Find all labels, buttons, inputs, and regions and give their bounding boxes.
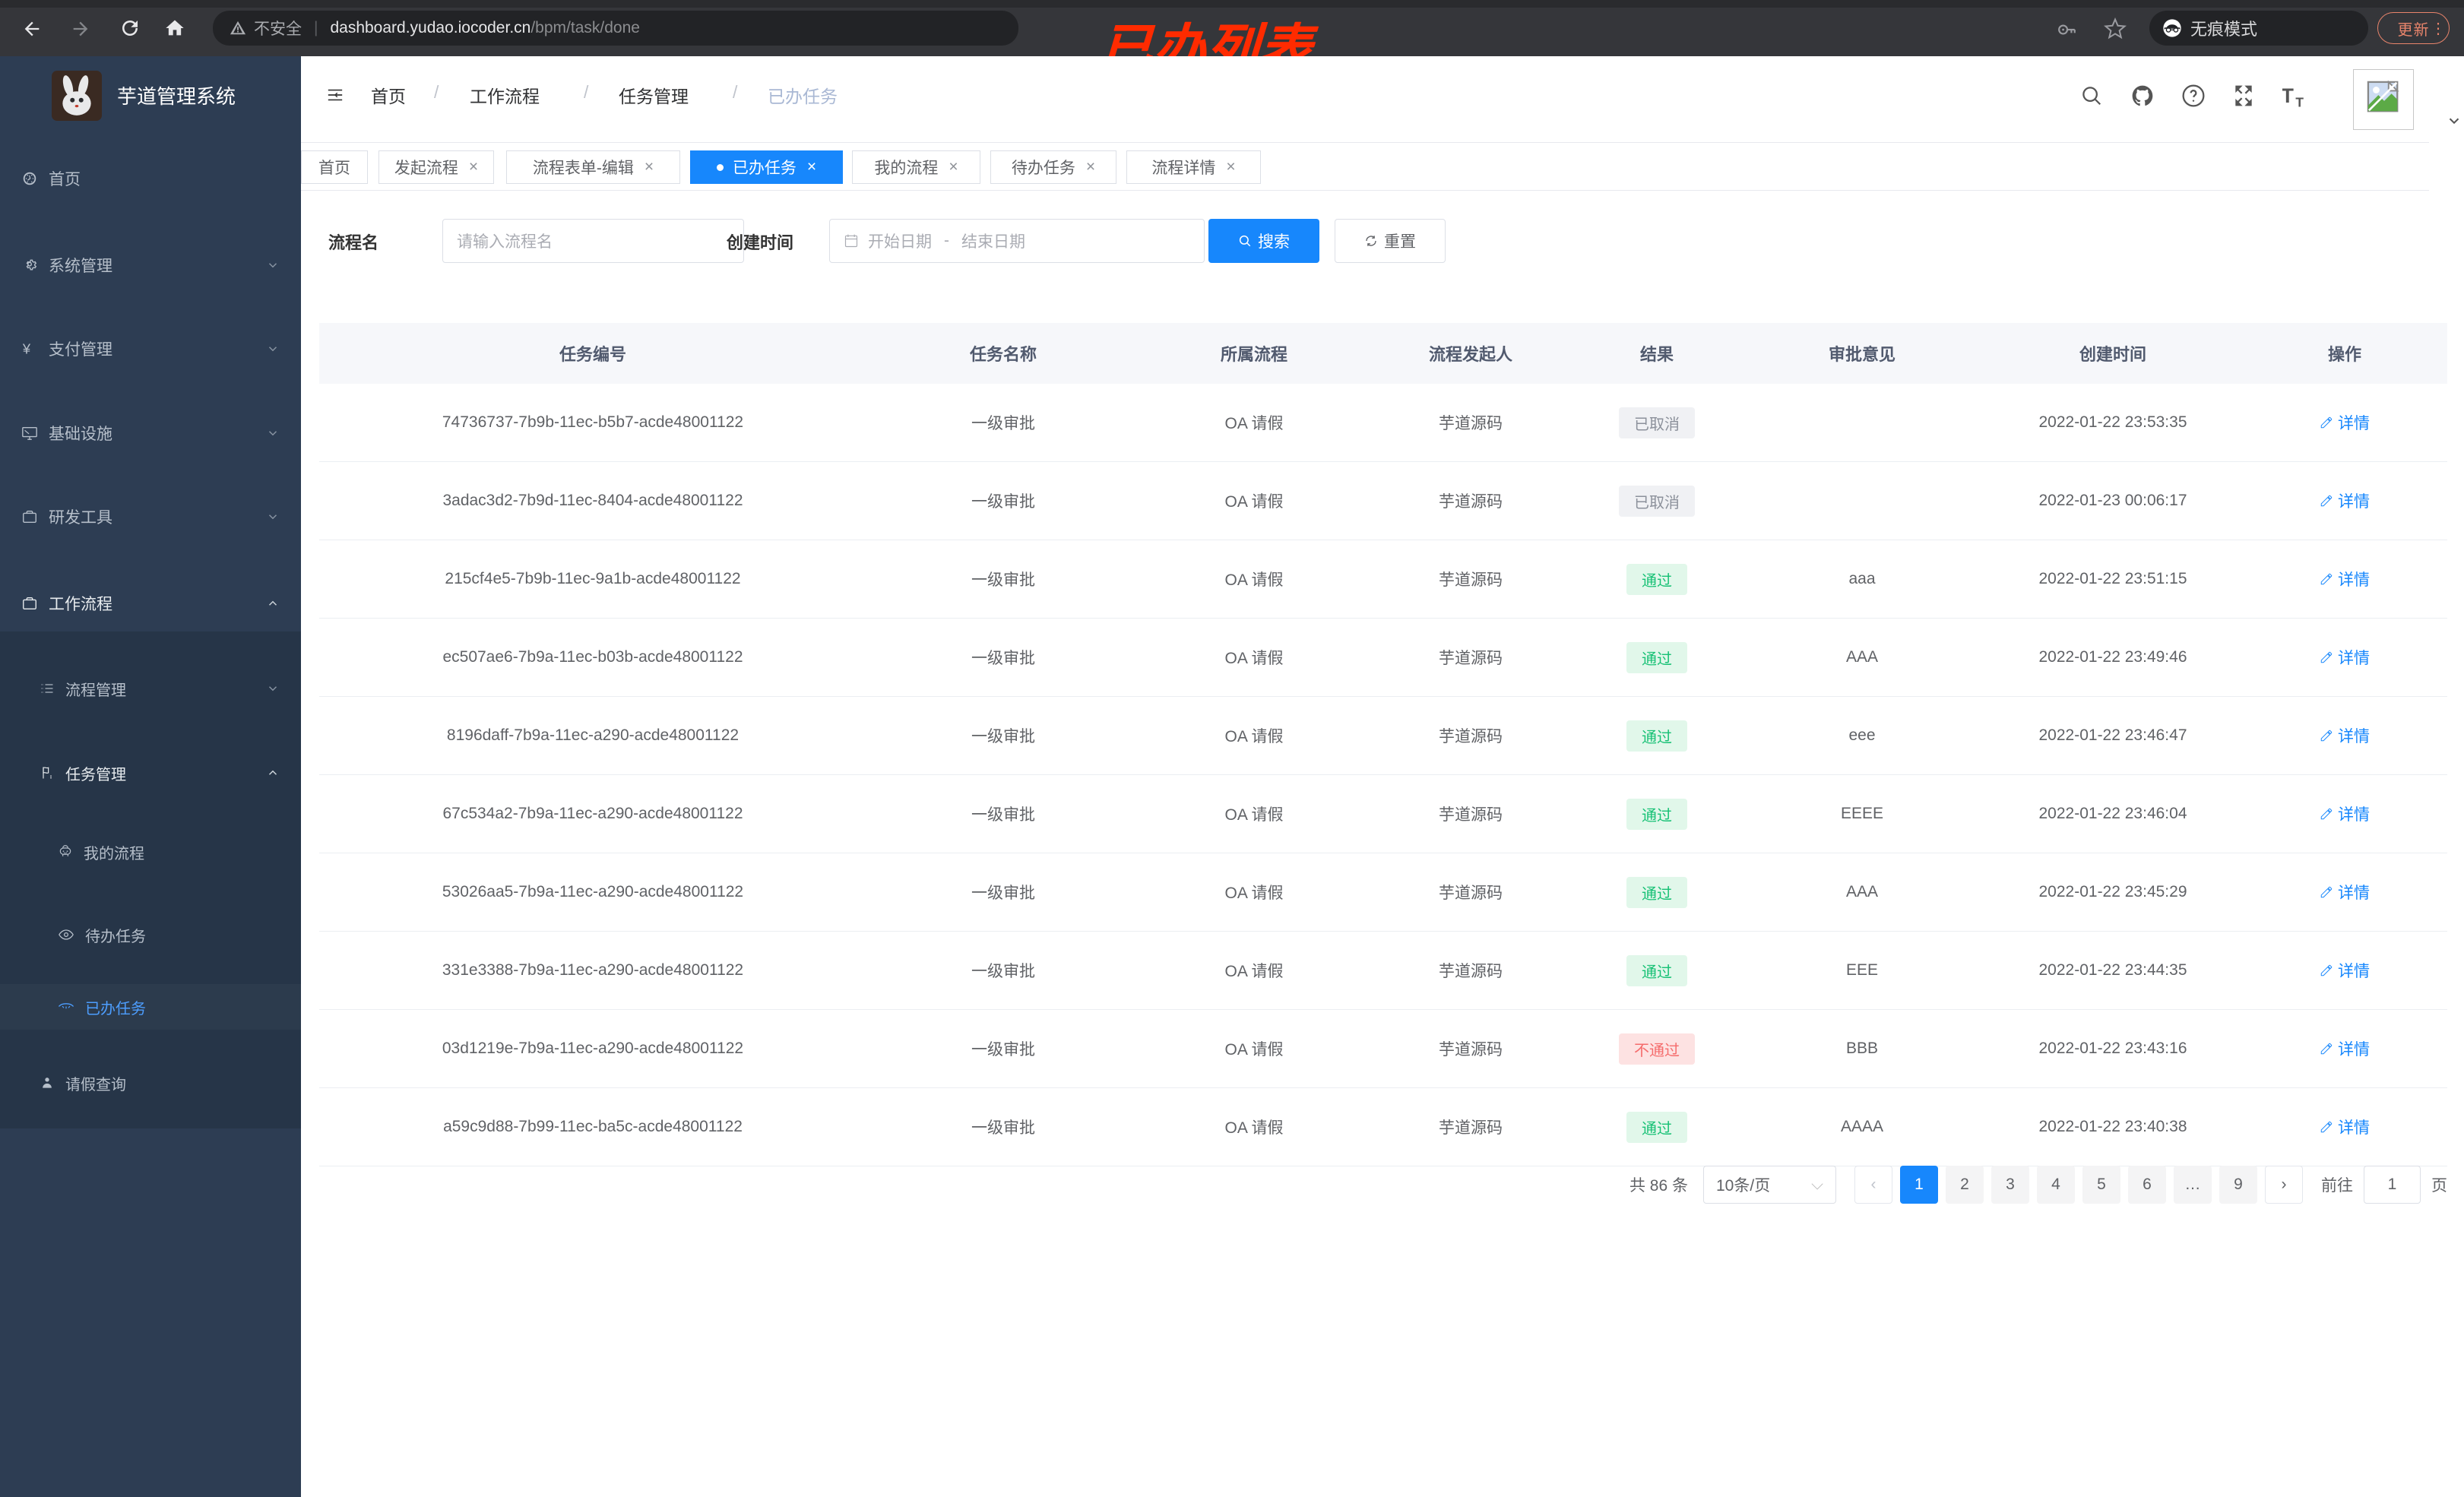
svg-text:T: T bbox=[2295, 94, 2304, 109]
svg-text:T: T bbox=[2282, 84, 2294, 107]
svg-text:¥: ¥ bbox=[22, 340, 31, 356]
